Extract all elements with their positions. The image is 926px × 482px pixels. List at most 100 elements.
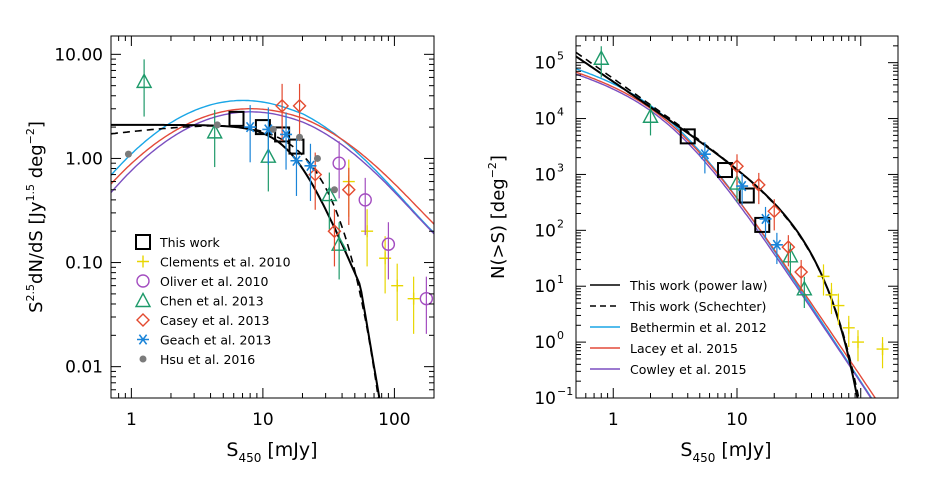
data-point-square [754,216,771,233]
right-x-axis-label: S450 [mJy] [680,439,771,465]
legend-marker-plus [137,255,149,268]
y-tick-label: 10 [534,110,556,130]
left-model-curves [111,99,434,398]
x-tick-label: 10 [726,410,748,430]
y-tick-label: 10 [534,165,556,185]
data-point-plus [832,293,845,325]
y-tick-label: 10 [534,54,556,74]
data-point-diamond [327,209,342,267]
y-tick-label: 1.00 [65,149,103,169]
y-tick-label: 10 [534,221,556,241]
data-point-plus [407,276,420,334]
legend-label: Chen et al. 2013 [160,294,264,309]
legend-label: This work (Schechter) [629,299,766,314]
data-point-plus [817,264,830,296]
data-point-plus [851,330,864,362]
data-point-diamond [767,199,782,231]
data-point-asterisk [244,105,257,163]
legend-marker-circle [136,274,150,288]
legend-marker-diamond [136,313,150,327]
data-point-triangle [206,109,223,168]
data-point-circle [332,141,346,199]
legend-label: Bethermin et al. 2012 [630,320,767,335]
y-tick-exponent: 0 [557,329,564,342]
data-point-triangle [782,243,799,276]
x-tick-label: 10 [252,410,274,430]
data-point-circle [381,222,396,280]
x-tick-label: 100 [845,410,877,430]
data-point-triangle [593,46,610,78]
y-tick-exponent: 2 [557,217,564,230]
data-point-circle [419,276,434,334]
left-data-points [124,59,434,334]
data-point-dot [313,154,321,162]
power-law-model-curve [111,123,381,398]
legend-label: Casey et al. 2013 [160,313,269,328]
data-point-dot [269,125,277,133]
y-tick-label: 0.01 [65,358,103,378]
y-tick-label: 0.10 [65,254,103,274]
data-point-square [228,110,245,127]
data-point-triangle [135,59,153,117]
legend-label: This work [159,235,221,250]
lacey-model-curve [111,108,434,225]
bethermin-model-curve [111,99,434,234]
data-point-asterisk [304,143,317,201]
left-panel: 1 10 100 0.01 0.10 1.00 10.00 This work Clement… [24,35,435,465]
data-point-dot [296,133,304,141]
data-point-circle [358,177,372,236]
data-point-plus [391,263,404,321]
left-x-axis-label: S450 [mJy] [226,439,317,465]
legend-marker-asterisk [137,334,149,345]
right-data-points [593,46,889,369]
data-point-triangle [642,104,659,136]
data-point-asterisk [698,142,711,174]
data-point-asterisk [770,232,783,265]
y-tick-label: 10 [534,277,556,297]
left-axes: 1 10 100 0.01 0.10 1.00 10.00 [54,36,435,430]
x-tick-label: 1 [608,410,619,430]
legend-marker-square [135,234,151,250]
data-point-diamond [292,83,307,142]
left-legend: This work Clements et al. 2010 Oliver et a… [134,234,291,367]
y-tick-exponent: 5 [557,50,564,63]
data-point-diamond [308,152,323,210]
data-point-plus [825,282,838,315]
left-y-axis-label: S2.5dN/dS [Jy1.5 deg−2] [24,121,47,313]
data-point-square [738,187,755,204]
y-tick-label: 10 [534,389,556,409]
y-tick-exponent: 3 [557,161,564,174]
data-point-asterisk [290,138,303,196]
data-point-square [679,128,696,145]
data-point-dot [124,150,132,158]
right-y-axis-label: N(>S) [deg−2] [486,155,509,279]
legend-label: Hsu et al. 2016 [160,352,255,367]
legend-label: Geach et al. 2013 [160,333,271,348]
legend-marker-dot [139,355,147,363]
data-point-diamond [341,167,356,225]
data-point-diamond [781,235,796,267]
legend-label: Lacey et al. 2015 [630,341,738,356]
data-point-triangle [321,172,338,230]
data-point-plus [876,337,889,369]
y-tick-exponent: 4 [557,106,564,119]
data-point-dot [213,121,221,129]
y-tick-label: 10.00 [54,45,103,65]
data-point-diamond [751,172,766,205]
legend-label: Clements et al. 2010 [160,255,291,270]
left-plot-frame [110,35,435,399]
cowley-model-curve [111,111,434,235]
legend-label: This work (power law) [629,278,767,293]
data-point-asterisk [759,206,772,239]
data-point-diamond [275,83,290,142]
x-tick-label: 1 [126,410,137,430]
data-point-plus [379,236,392,294]
data-point-square [717,162,734,179]
data-point-diamond [794,259,809,292]
data-point-asterisk [736,174,749,206]
data-point-dot [330,186,338,194]
right-model-curves [576,51,877,398]
data-point-plus [361,209,374,267]
data-point-asterisk [280,112,293,170]
